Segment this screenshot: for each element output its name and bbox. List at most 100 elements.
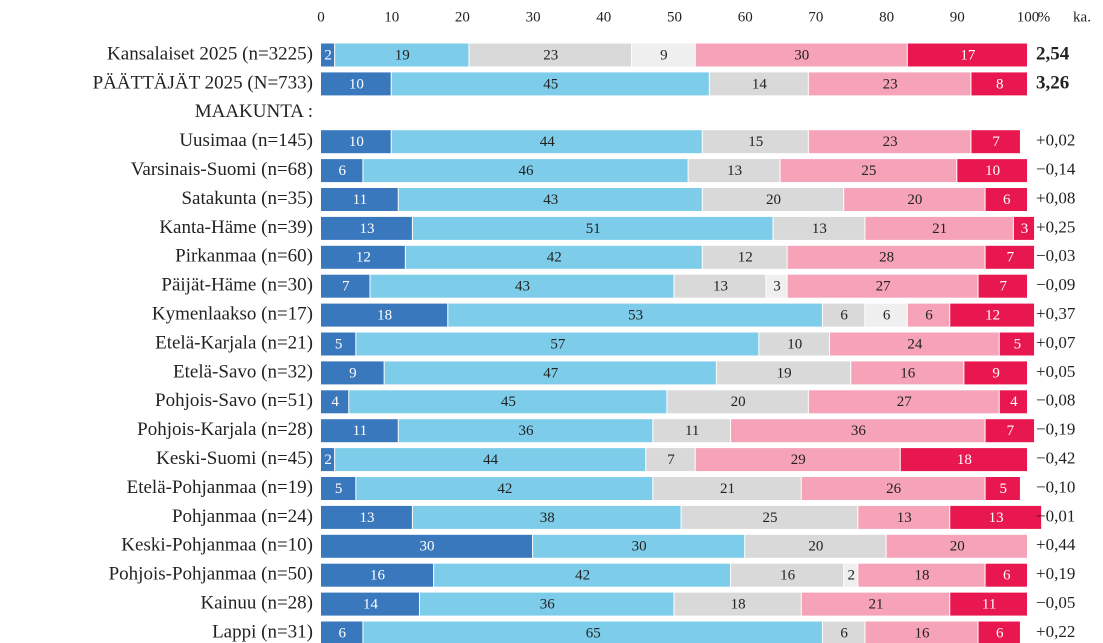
segment-label: 6 [996,625,1004,641]
segment-label: 7 [1007,423,1015,439]
side-label: +0,25 [1036,217,1075,236]
side-label: +0,02 [1036,131,1075,150]
bar-segment [321,274,370,298]
bar-segment [469,43,632,67]
bar-segment [356,332,759,356]
category-label: Pohjanmaa (n=24) [172,506,313,527]
bar-segment [398,419,653,443]
bar-segment [653,419,731,443]
bar-segment [801,592,950,616]
segment-label: 13 [359,221,374,237]
segment-label: 20 [766,192,781,208]
segment-label: 13 [989,510,1004,526]
bar-segment [667,390,808,414]
bar-segment [335,448,646,472]
bar-segment [681,505,858,529]
segment-label: 7 [667,452,675,468]
bar-segment [745,534,886,558]
bar-segment [335,43,469,67]
segment-label: 4 [331,394,339,410]
bar-segment [321,159,363,183]
bar-segment [985,419,1035,443]
category-label: Kanta-Häme (n=39) [159,217,313,238]
segment-label: 36 [851,423,867,439]
x-tick-label: 60 [738,9,753,25]
bar-segment [391,130,702,154]
bar-segment [978,274,1027,298]
category-label: Keski-Pohjanmaa (n=10) [121,535,313,556]
segment-label: 57 [550,336,566,352]
bar-segment [780,159,957,183]
bar-segment [957,159,1027,183]
category-label: Kainuu (n=28) [200,592,313,613]
bar-segment [950,303,1035,327]
category-label: Pohjois-Karjala (n=28) [137,419,313,440]
bar-segment [801,477,985,500]
segment-label: 36 [540,597,556,613]
bar-segment [787,274,978,298]
bar-segment [808,72,971,96]
bar-segment [370,274,674,298]
segment-label: 11 [353,423,367,439]
segment-label: 7 [1000,279,1008,295]
bar-segment [985,188,1027,211]
bar-segment [844,188,985,211]
bar-segment [321,505,412,529]
bar-segment [999,390,1027,414]
bar-segment [321,43,335,67]
segment-label: 19 [777,365,792,381]
side-label: −0,05 [1036,593,1075,612]
bar-segment [356,477,653,500]
x-tick-label: 10 [384,9,399,25]
segment-label: 42 [497,481,512,497]
side-label: +0,22 [1036,622,1075,641]
segment-label: 21 [932,221,947,237]
x-tick-label: 0 [317,9,325,25]
segment-label: 15 [748,134,763,150]
bar-segment [391,72,709,96]
segment-label: 25 [762,510,777,526]
segment-label: 12 [738,250,753,266]
bar-segment [907,43,1027,67]
category-label: Etelä-Karjala (n=21) [155,332,313,353]
segment-label: 2 [848,568,856,584]
segment-label: 21 [720,481,735,497]
segment-label: 16 [370,568,386,584]
side-label: 3,26 [1036,72,1069,93]
side-label: −0,03 [1036,246,1075,265]
segment-label: 42 [547,250,562,266]
bar-segment [695,43,907,67]
segment-label: 10 [349,76,364,92]
segment-label: 6 [925,308,933,324]
side-label: +0,07 [1036,333,1076,352]
bar-segment [907,303,950,327]
bar-segment [434,563,731,587]
bar-segment [985,245,1035,269]
bar-segment [321,534,533,558]
segment-label: 23 [883,76,898,92]
bar-segment [702,130,808,154]
segment-label: 10 [349,134,364,150]
bar-segment [950,505,1042,529]
segment-label: 20 [731,394,746,410]
x-tick-label: 80 [879,9,894,25]
bar-segment [971,72,1027,96]
bar-segment [321,303,448,327]
bar-segment [533,534,745,558]
category-label: Päijät-Häme (n=30) [161,275,313,296]
bar-segment [448,303,822,327]
segment-label: 24 [907,336,923,352]
x-tick-label: 70 [808,9,823,25]
segment-label: 16 [900,365,916,381]
segment-label: 11 [982,597,996,613]
bar-segment [886,534,1027,558]
category-label: MAAKUNTA : [195,101,313,122]
segment-label: 44 [483,452,499,468]
segment-label: 13 [812,221,827,237]
bar-segment [674,274,766,298]
segment-label: 12 [356,250,371,266]
bar-segment [985,563,1027,587]
segment-label: 47 [543,365,559,381]
bar-segment [321,361,384,385]
segment-label: 18 [957,452,972,468]
